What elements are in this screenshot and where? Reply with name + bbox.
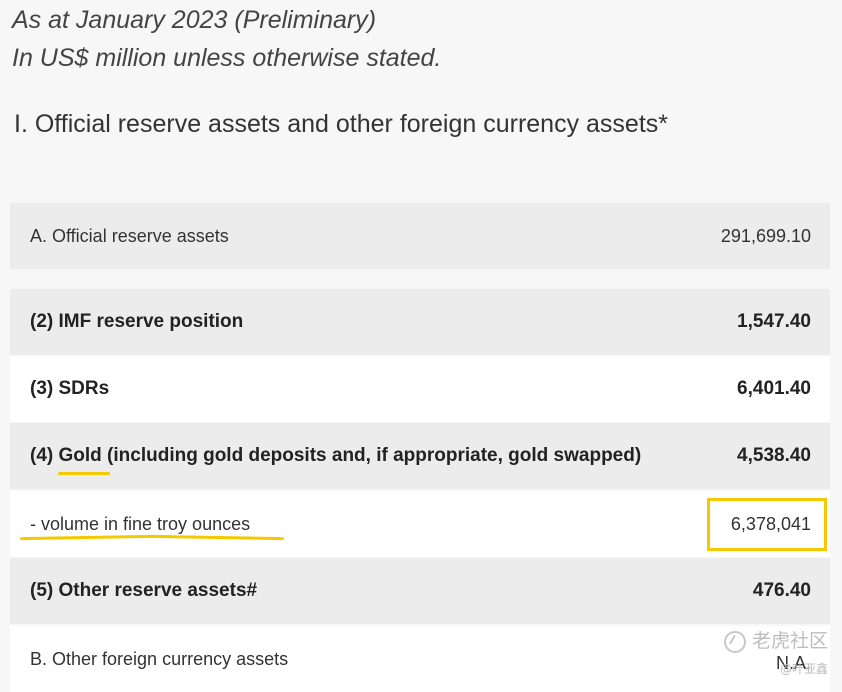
section-title: I. Official reserve assets and other for… — [14, 110, 669, 138]
row-value: N.A. — [775, 652, 811, 673]
row-label: (3) SDRs — [30, 378, 110, 399]
row-label: (5) Other reserve assets# — [30, 580, 258, 601]
row-value: 291,699.10 — [720, 225, 811, 246]
table-row-gold: (4) Gold (including gold deposits and, i… — [10, 423, 830, 489]
gold-label-suffix: (including gold deposits and, if appropr… — [101, 445, 642, 466]
header-units: In US$ million unless otherwise stated. — [12, 44, 442, 72]
row-label: (2) IMF reserve position — [30, 311, 244, 332]
row-value: 476.40 — [752, 580, 811, 601]
gold-label-highlight: Gold — [58, 445, 102, 466]
row-value: 1,547.40 — [737, 311, 811, 332]
row-label: A. Official reserve assets — [30, 225, 229, 246]
watermark-text: 老虎社区 — [751, 630, 828, 652]
gold-underline-mark — [58, 472, 110, 475]
row-label: (4) Gold (including gold deposits and, i… — [30, 445, 641, 467]
table-row-other-foreign-currency-assets: B. Other foreign currency assets N.A. — [10, 626, 830, 692]
table-row-other-reserve-assets: (5) Other reserve assets# 476.40 — [10, 558, 830, 624]
watermark-author: @叶亚鑫 — [779, 662, 828, 676]
table-row-gold-volume: - volume in fine troy ounces 6,378,041 — [10, 491, 830, 557]
watermark-logo: 老虎社区 — [723, 626, 828, 653]
row-label: B. Other foreign currency assets — [30, 648, 289, 669]
volume-value-highlight-box — [707, 498, 827, 551]
table-row-imf-reserve-position: (2) IMF reserve position 1,547.40 — [10, 289, 830, 355]
watermark-icon — [723, 630, 746, 653]
header-date: As at January 2023 (Preliminary) — [12, 6, 377, 34]
row-value: 6,401.40 — [737, 378, 811, 399]
row-value: 4,538.40 — [737, 445, 811, 466]
table-row-sdrs: (3) SDRs 6,401.40 — [10, 356, 830, 422]
row-value: 6,378,041 — [730, 513, 811, 534]
table-row-official-reserve-assets: A. Official reserve assets 291,699.10 — [10, 203, 830, 269]
gold-label-prefix: (4) — [30, 445, 59, 466]
row-label: - volume in fine troy ounces — [30, 513, 251, 534]
